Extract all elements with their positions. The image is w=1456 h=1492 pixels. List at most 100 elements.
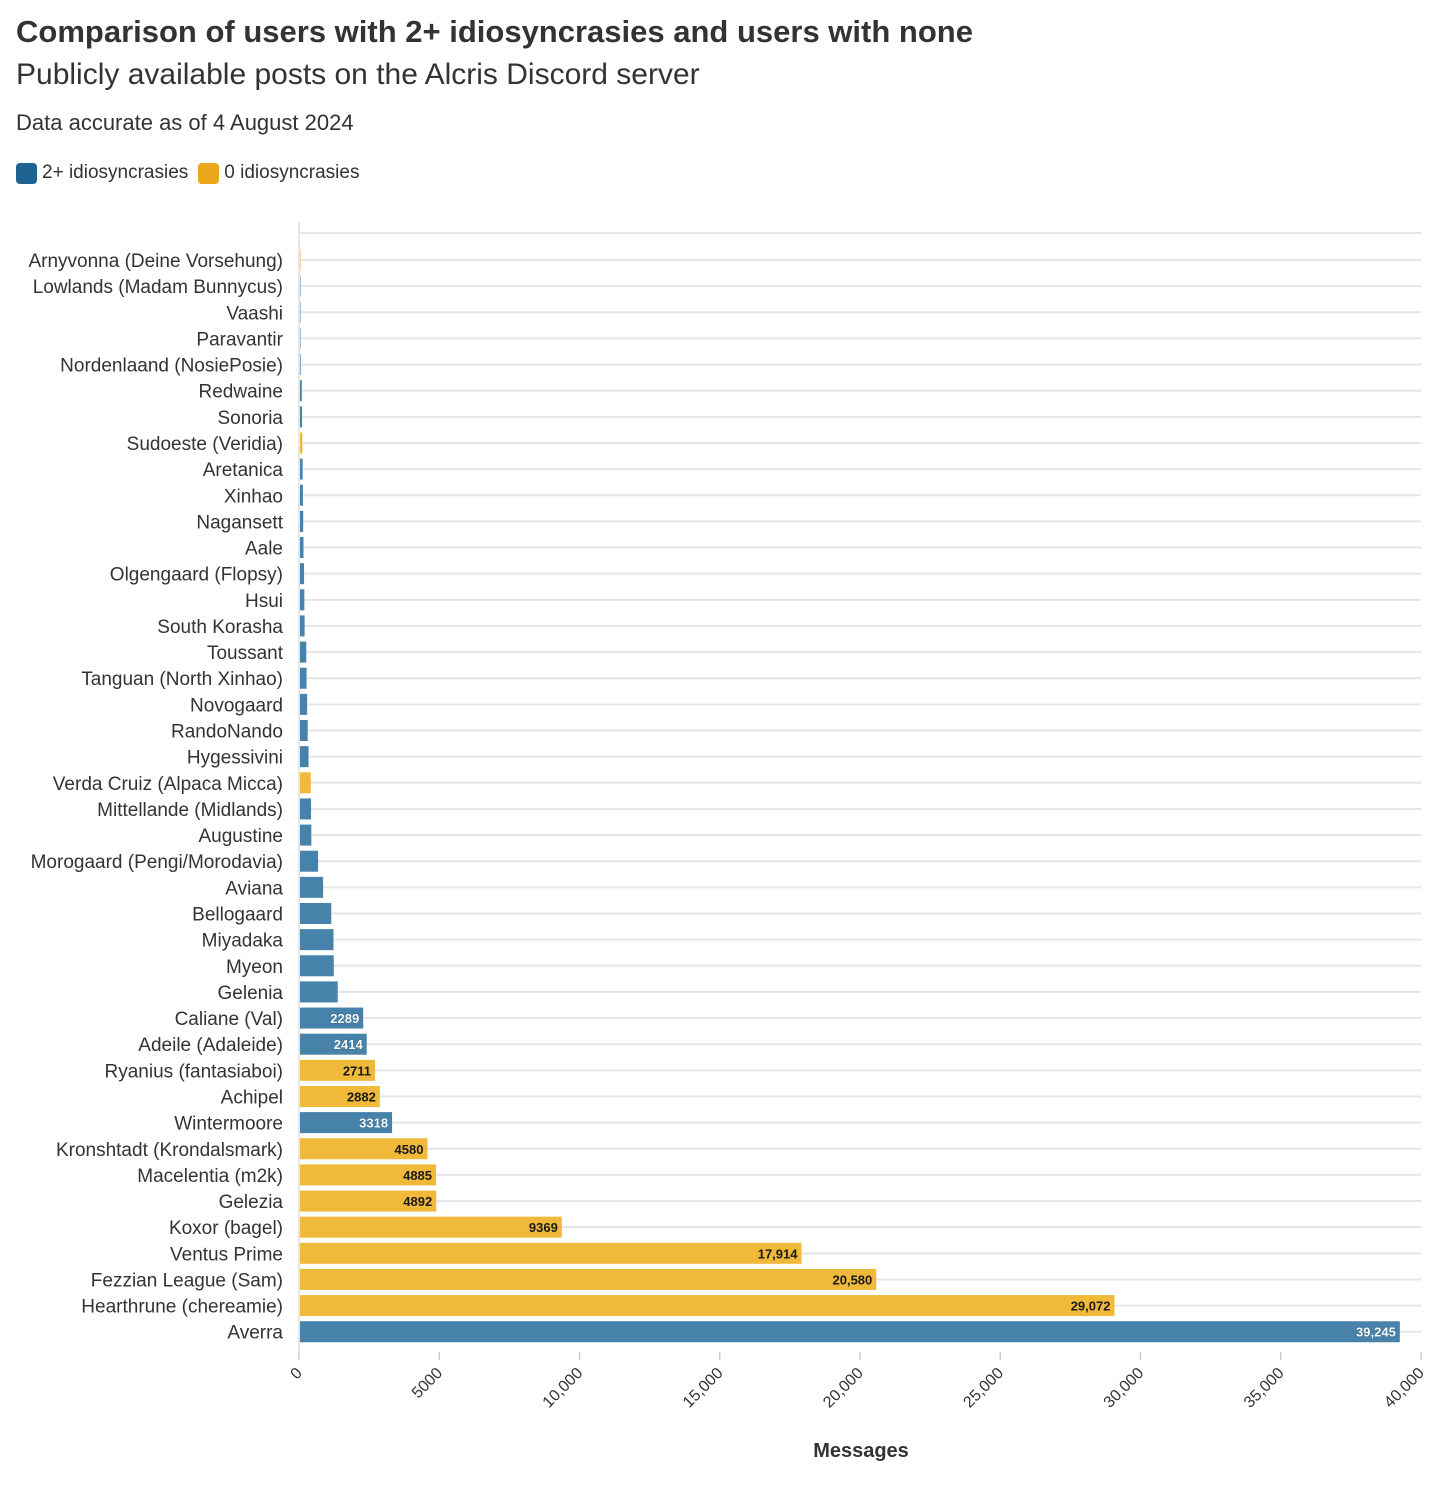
category-label: Fezzian League (Sam) (91, 1270, 283, 1291)
category-label: Olgengaard (Flopsy) (110, 565, 283, 586)
category-label: Mittellande (Midlands) (97, 800, 283, 821)
category-label: Toussant (207, 643, 284, 664)
bar-38 (299, 1242, 802, 1264)
x-axis-title: Messages (813, 1440, 909, 1462)
x-tick-label: 0 (288, 1365, 306, 1383)
category-label: Lowlands (Madam Bunnycus) (33, 277, 283, 298)
data-label: 9369 (529, 1220, 558, 1235)
x-tick-label: 25,000 (960, 1365, 1007, 1412)
legend-swatch-two-plus (16, 162, 37, 184)
legend-swatch-zero (198, 162, 220, 184)
category-label: Bellogaard (192, 905, 283, 926)
label-layer: Arnyvonna (Deine Vorsehung) Lowlands (Mad… (28, 251, 1396, 1344)
bar-31 (299, 1059, 376, 1081)
category-label: Augustine (198, 826, 283, 847)
chart-subtitle: Publicly available posts on the Alcris D… (16, 58, 700, 91)
bar-24 (299, 876, 324, 898)
category-label: Hygessivini (187, 748, 283, 769)
bar-20 (299, 772, 311, 794)
data-label: 2414 (334, 1037, 364, 1052)
category-label: South Korasha (157, 617, 283, 638)
bar-39 (299, 1268, 877, 1290)
data-label: 3318 (359, 1116, 388, 1131)
data-label: 4892 (403, 1194, 432, 1209)
category-label: Sudoeste (Veridia) (127, 434, 283, 455)
legend-label-two-plus: 2+ idiosyncrasies (42, 162, 189, 183)
category-label: Xinhao (224, 486, 283, 507)
category-label: Hsui (245, 591, 283, 612)
bar-23 (299, 850, 319, 872)
bar-14 (299, 615, 305, 637)
category-label: Aretanica (203, 460, 284, 481)
category-label: Averra (227, 1323, 283, 1344)
bar-22 (299, 824, 312, 846)
bar-33 (299, 1112, 393, 1134)
bar-5 (299, 380, 302, 402)
category-label: Hearthrune (chereamie) (81, 1297, 283, 1318)
category-label: Redwaine (199, 382, 284, 403)
bar-32 (299, 1085, 380, 1107)
category-label: Nordenlaand (NosiePosie) (60, 356, 283, 377)
bar-10 (299, 510, 304, 532)
category-label: Miyadaka (202, 931, 284, 952)
x-tick-label: 20,000 (820, 1365, 867, 1412)
bar-41 (299, 1321, 1400, 1343)
bar-26 (299, 929, 334, 951)
category-label: Achipel (221, 1087, 283, 1108)
bar-8 (299, 458, 303, 480)
category-label: RandoNando (171, 722, 283, 743)
category-label: Kronshtadt (Krondalsmark) (56, 1140, 283, 1161)
bar-13 (299, 589, 305, 611)
data-label: 4580 (395, 1142, 424, 1157)
data-label: 29,072 (1071, 1299, 1111, 1314)
category-label: Wintermoore (174, 1114, 283, 1135)
category-label: Adeile (Adaleide) (138, 1035, 283, 1056)
data-label: 17,914 (758, 1246, 799, 1261)
bar-17 (299, 693, 308, 715)
bar-35 (299, 1164, 437, 1186)
x-tick-label: 30,000 (1101, 1365, 1148, 1412)
category-label: Caliane (Val) (175, 1009, 283, 1030)
bar-21 (299, 798, 312, 820)
bar-40 (299, 1295, 1115, 1317)
data-label: 4885 (403, 1168, 432, 1183)
category-label: Gelezia (219, 1192, 284, 1213)
x-tick-label: 15,000 (680, 1365, 727, 1412)
legend-item-zero[interactable]: 0 idiosyncrasies (198, 162, 359, 184)
data-label: 2882 (347, 1089, 376, 1104)
category-label: Morogaard (Pengi/Morodavia) (31, 852, 283, 873)
x-tick-label: 5000 (409, 1365, 446, 1402)
x-tick-label: 10,000 (540, 1365, 587, 1412)
category-label: Verda Cruiz (Alpaca Micca) (53, 774, 283, 795)
bar-12 (299, 563, 305, 585)
category-label: Ryanius (fantasiaboi) (105, 1061, 283, 1082)
data-label: 39,245 (1356, 1325, 1396, 1340)
category-label: Vaashi (226, 303, 283, 324)
bar-27 (299, 955, 334, 977)
bar-16 (299, 667, 307, 689)
legend: 2+ idiosyncrasies 0 idiosyncrasies (16, 162, 369, 184)
bar-layer (299, 249, 1400, 1343)
legend-item-two-plus[interactable]: 2+ idiosyncrasies (16, 162, 188, 184)
bar-6 (299, 406, 303, 428)
bar-9 (299, 484, 303, 506)
category-label: Tanguan (North Xinhao) (81, 669, 283, 690)
category-label: Koxor (bagel) (169, 1218, 283, 1239)
x-tick-label: 35,000 (1241, 1365, 1288, 1412)
bar-34 (299, 1138, 428, 1160)
bar-36 (299, 1190, 437, 1212)
category-label: Aale (245, 539, 283, 560)
x-tick-label: 40,000 (1381, 1365, 1428, 1412)
bar-11 (299, 537, 304, 559)
grid-layer (299, 232, 1421, 1333)
category-label: Sonoria (218, 408, 284, 429)
data-label: 2289 (330, 1011, 359, 1026)
category-label: Novogaard (190, 695, 283, 716)
bar-25 (299, 903, 332, 924)
category-label: Gelenia (218, 983, 284, 1004)
bar-30 (299, 1033, 367, 1055)
bar-19 (299, 746, 309, 768)
category-label: Arnyvonna (Deine Vorsehung) (28, 251, 283, 272)
bar-7 (299, 432, 303, 454)
